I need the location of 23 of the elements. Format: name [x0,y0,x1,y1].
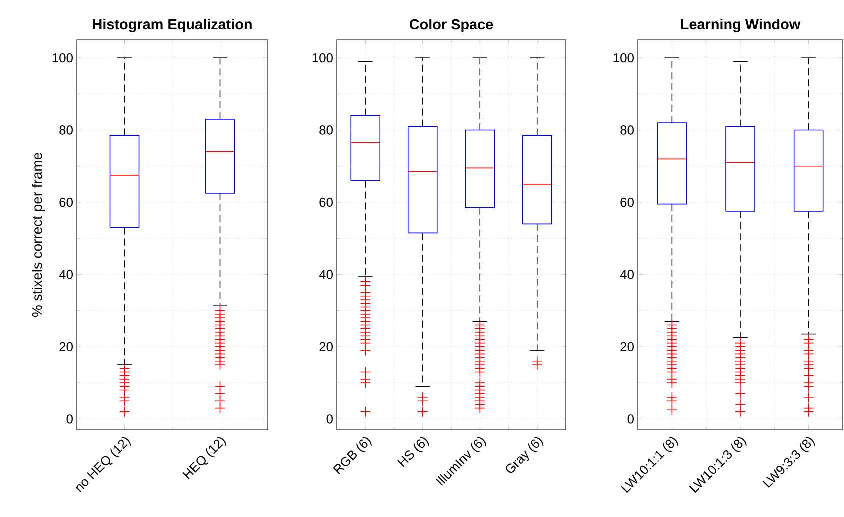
y-tick-label: 40 [59,270,73,280]
y-tick-label: 40 [620,270,634,280]
y-tick-label: 60 [320,198,333,208]
y-tick-label: 80 [60,126,73,135]
chart-title: Learning Window [681,18,801,32]
chart-title: Histogram Equalization [93,18,252,32]
y-tick-label: 20 [620,342,634,352]
y-tick-label: 80 [320,126,333,135]
chart-title: Color Space [410,19,494,32]
y-tick-label: 0 [628,414,634,424]
y-tick-label: 0 [66,414,73,424]
y-tick-label: 100 [312,53,333,63]
y-tick-label: 20 [60,342,73,352]
y-tick-label: 100 [614,53,634,63]
y-tick-label: 60 [60,198,73,208]
y-tick-label: 80 [620,126,634,135]
y-tick-label: 40 [319,270,333,280]
x-tick-label: HS (6) [398,437,430,468]
y-tick-label: 0 [326,414,333,424]
y-axis-title: % stixels correct per frame [32,153,46,318]
y-tick-label: 20 [320,342,333,352]
y-tick-label: 60 [620,198,634,208]
y-tick-label: 100 [52,53,73,63]
